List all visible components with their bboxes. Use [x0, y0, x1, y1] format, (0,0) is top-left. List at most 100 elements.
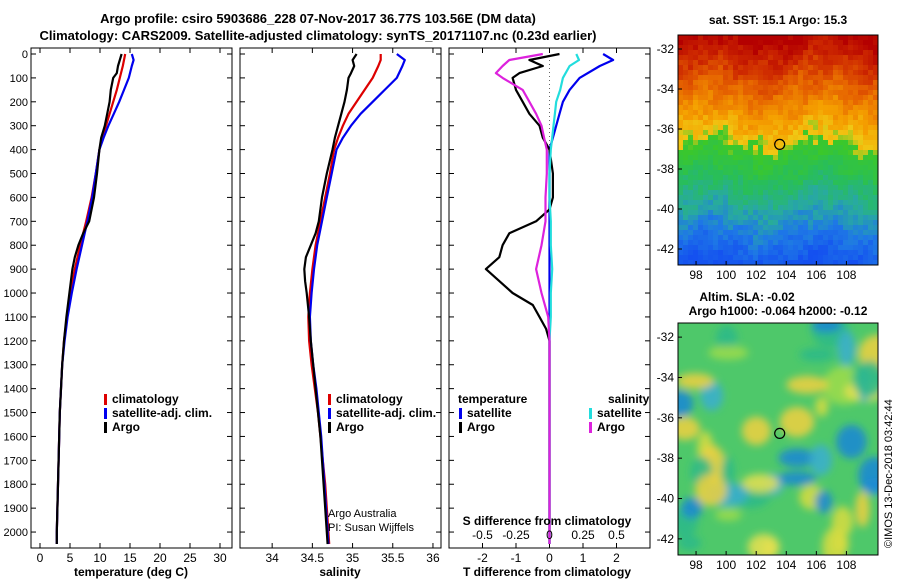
sst-cell: [748, 100, 754, 106]
sst-cell: [778, 225, 784, 231]
sst-cell: [808, 200, 814, 206]
sst-cell: [778, 70, 784, 76]
sst-cell: [863, 205, 869, 211]
sst-cell: [848, 260, 854, 265]
sst-cell: [863, 190, 869, 196]
sst-cell: [873, 155, 878, 161]
sst-cell: [773, 260, 779, 265]
sst-cell: [863, 175, 869, 181]
sst-cell: [853, 170, 859, 176]
sst-cell: [828, 125, 834, 131]
sst-cell: [778, 40, 784, 46]
sst-cell: [813, 140, 819, 146]
sst-cell: [748, 110, 754, 116]
sst-cell: [823, 95, 829, 101]
legend-swatch-satellite: [328, 408, 331, 419]
sst-cell: [718, 125, 724, 131]
sst-cell: [828, 90, 834, 96]
sst-cell: [848, 200, 854, 206]
sst-cell: [783, 95, 789, 101]
sst-cell: [748, 155, 754, 161]
sst-cell: [718, 215, 724, 221]
sst-cell: [678, 85, 684, 91]
sst-cell: [778, 100, 784, 106]
sst-cell: [868, 45, 874, 51]
sst-cell: [688, 220, 694, 226]
sst-cell: [808, 55, 814, 61]
sst-cell: [758, 235, 764, 241]
sst-cell: [708, 195, 714, 201]
sst-cell: [838, 105, 844, 111]
map-x-tick-label: 106: [806, 558, 826, 572]
s-difference-tick-label: -0.25: [502, 528, 530, 542]
sst-cell: [723, 35, 729, 41]
sst-cell: [788, 125, 794, 131]
sst-cell: [863, 35, 869, 41]
sst-cell: [723, 140, 729, 146]
sst-cell: [753, 140, 759, 146]
sst-cell: [708, 180, 714, 186]
sst-cell: [753, 180, 759, 186]
sst-cell: [698, 125, 704, 131]
sst-cell: [783, 125, 789, 131]
sst-cell: [868, 160, 874, 166]
sst-cell: [763, 170, 769, 176]
sst-cell: [803, 90, 809, 96]
temperature-legend: climatology satellite-adj. clim. Argo: [104, 392, 212, 434]
sst-cell: [708, 255, 714, 261]
sst-cell: [848, 60, 854, 66]
map-x-tick-label: 100: [716, 268, 736, 282]
sst-cell: [843, 155, 849, 161]
sst-cell: [723, 100, 729, 106]
sst-cell: [843, 110, 849, 116]
sst-cell: [678, 235, 684, 241]
x-tick-label: 0: [546, 551, 553, 565]
sst-cell: [688, 100, 694, 106]
x-tick-label: 2: [613, 551, 620, 565]
sst-cell: [863, 95, 869, 101]
sst-cell: [778, 90, 784, 96]
sst-cell: [873, 105, 878, 111]
sst-cell: [718, 105, 724, 111]
sst-cell: [818, 65, 824, 71]
sst-cell: [683, 120, 689, 126]
sst-cell: [753, 125, 759, 131]
sst-cell: [808, 75, 814, 81]
sst-cell: [728, 80, 734, 86]
sst-cell: [693, 240, 699, 246]
sst-cell: [748, 70, 754, 76]
sst-cell: [738, 110, 744, 116]
sst-cell: [798, 60, 804, 66]
sst-cell: [713, 220, 719, 226]
sst-cell: [863, 220, 869, 226]
sst-cell: [763, 175, 769, 181]
sst-cell: [828, 150, 834, 156]
sst-cell: [793, 75, 799, 81]
sst-cell: [748, 85, 754, 91]
sst-cell: [733, 45, 739, 51]
sst-cell: [758, 230, 764, 236]
sst-cell: [798, 205, 804, 211]
sst-cell: [703, 60, 709, 66]
sst-cell: [813, 190, 819, 196]
sst-cell: [778, 75, 784, 81]
sst-cell: [693, 215, 699, 221]
sst-cell: [858, 115, 864, 121]
sst-cell: [783, 55, 789, 61]
sst-cell: [748, 210, 754, 216]
sst-heatmap: [678, 35, 878, 265]
sst-cell: [703, 240, 709, 246]
sst-cell: [838, 40, 844, 46]
depth-tick-label: 0: [22, 49, 28, 61]
sst-cell: [683, 145, 689, 151]
sst-cell: [818, 205, 824, 211]
sst-cell: [743, 45, 749, 51]
sst-cell: [743, 240, 749, 246]
depth-tick-label: 400: [10, 145, 28, 157]
sst-cell: [713, 230, 719, 236]
sst-cell: [703, 40, 709, 46]
legend-swatch-t-satellite: [459, 408, 462, 419]
sst-cell: [808, 210, 814, 216]
sst-cell: [713, 260, 719, 265]
sst-cell: [773, 150, 779, 156]
